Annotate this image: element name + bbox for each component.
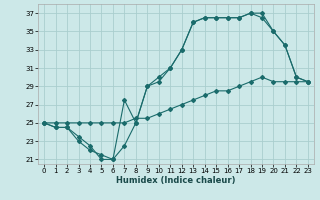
X-axis label: Humidex (Indice chaleur): Humidex (Indice chaleur)	[116, 176, 236, 185]
